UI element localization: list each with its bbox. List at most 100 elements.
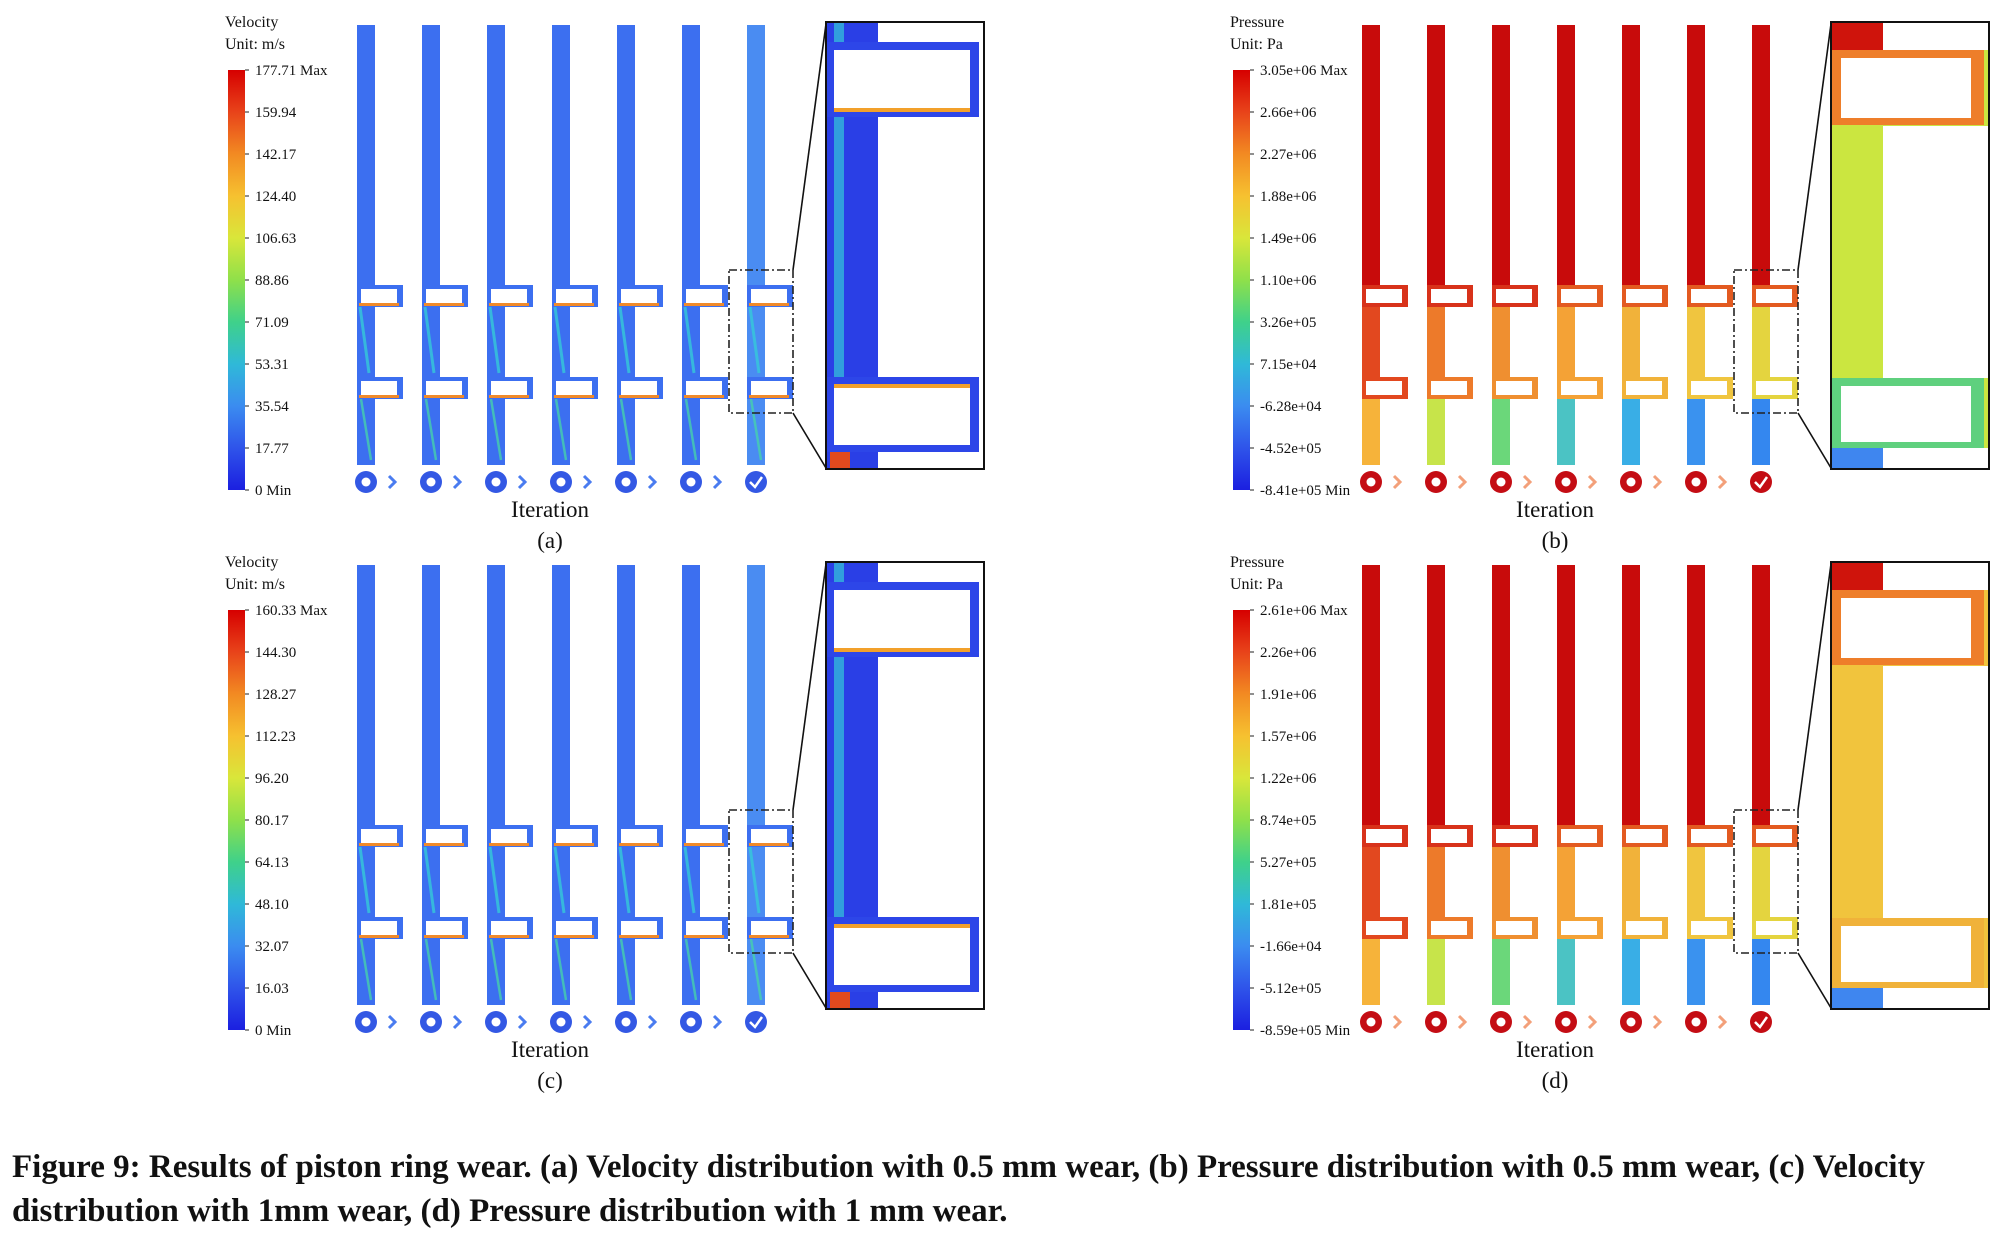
groove-edge [489,303,529,306]
legend-label: 80.17 [255,813,289,829]
ring-land [556,381,592,395]
groove-edge [554,303,594,306]
chevron-right-icon [1717,474,1728,490]
zoom-selection-box [728,269,794,414]
legend-label: 128.27 [255,687,297,703]
iteration-column-5 [615,565,663,1033]
jet-streak [423,306,436,374]
flow-channel-mid [1427,825,1445,939]
legend-label: 0 Min [255,483,292,499]
caption-text: (a) Velocity distribution with 0.5 mm we… [12,1149,1926,1229]
legend-title: Pressure [1230,14,1284,31]
zoom-border [825,561,985,1010]
legend-label: 1.10e+06 [1260,273,1317,289]
ring-land [1691,381,1727,395]
zoom-white-top [1883,22,1989,50]
flow-channel-top [1427,565,1445,825]
ring-land [491,921,527,935]
ring-land [751,829,787,843]
ring-land [1431,381,1467,395]
flow-channel-top [1362,565,1380,825]
jet-streak [553,846,566,914]
iteration-marker [1750,471,1772,493]
chevron-right-icon [1652,474,1663,490]
legend-label: 88.86 [255,273,289,289]
iteration-column-1 [355,25,403,493]
zoom-land-lower [1841,386,1971,442]
legend-colorbar [228,70,245,490]
zoom-edge [834,648,970,652]
iteration-column-4 [1555,565,1603,1033]
flow-channel-low [1427,399,1445,465]
x-axis-label: Iteration [511,1037,589,1062]
jet-streak [359,938,373,1001]
ring-land [426,921,462,935]
legend-label: 35.54 [255,399,289,415]
legend-label: -1.66e+04 [1260,939,1322,955]
iteration-marker [1750,1011,1772,1033]
flow-channel [747,565,765,1005]
ring-land [1756,289,1792,303]
ring-land [1756,829,1792,843]
iteration-marker-dot [426,477,436,487]
chevron-right-icon [1652,1014,1663,1030]
jet-streak [359,398,373,461]
iteration-column-4 [550,25,598,493]
legend-label: 177.71 Max [255,63,328,79]
jet-streak [423,846,436,914]
iteration-marker-dot [1496,1017,1506,1027]
iteration-column-3 [485,25,533,493]
iteration-column-7 [745,25,793,493]
ring-land [1561,289,1597,303]
zoom-leader-line [792,563,827,811]
flow-channel-low [1492,399,1510,465]
legend-label: 8.74e+05 [1260,813,1316,829]
iteration-marker-dot [491,1017,501,1027]
ring-land [556,921,592,935]
jet-streak [489,398,503,461]
legend-label: 112.23 [255,729,296,745]
legend-label: 2.61e+06 Max [1260,603,1348,619]
zoom-white-mid [1883,666,1989,918]
zoom-leader-line [1797,952,1832,1009]
jet-streak [619,938,633,1001]
x-axis-label: Iteration [1516,1037,1594,1062]
panel-a-velocity-0-5mm: Velocity Unit: m/s 177.71 Max 159.94 142.17 1… [0,0,1000,560]
jet-streak [749,938,763,1001]
chevron-right-icon [1457,474,1468,490]
flow-channel-low [1557,399,1575,465]
groove-edge [684,303,724,306]
zoom-cold-bottom [1831,988,1883,1009]
zoom-white-bottom [1883,448,1989,469]
iteration-column-7 [745,565,793,1033]
jet-streak [358,306,371,374]
legend-label: 17.77 [255,441,289,457]
legend-colorbar [1233,70,1250,490]
panel-letter: (d) [1542,1068,1569,1093]
groove-edge [749,303,789,306]
flow-channel-top [1557,565,1575,825]
zoom-white-bottom [1883,988,1989,1009]
iteration-column-5 [1620,565,1668,1033]
flow-channel-mid [1752,825,1770,939]
zoom-leader-line [792,23,827,271]
iteration-marker-dot [556,1017,566,1027]
ring-land [1561,381,1597,395]
zoom-leader-line [792,952,827,1009]
iteration-marker-dot [361,1017,371,1027]
iteration-column-4 [1555,25,1603,493]
ring-land [1691,921,1727,935]
ring-land [621,921,657,935]
ring-land [491,829,527,843]
legend-label: 71.09 [255,315,289,331]
flow-channel-top [1752,25,1770,285]
chevron-right-icon [582,474,593,490]
groove-edge [359,303,399,306]
panel-a-svg: Velocity Unit: m/s 177.71 Max 159.94 142.17 1… [225,14,985,553]
ring-land [1691,289,1727,303]
jet-streak [749,398,763,461]
chevron-right-icon [387,474,398,490]
ring-land [426,289,462,303]
jet-streak [488,306,501,374]
chevron-right-icon [1522,1014,1533,1030]
